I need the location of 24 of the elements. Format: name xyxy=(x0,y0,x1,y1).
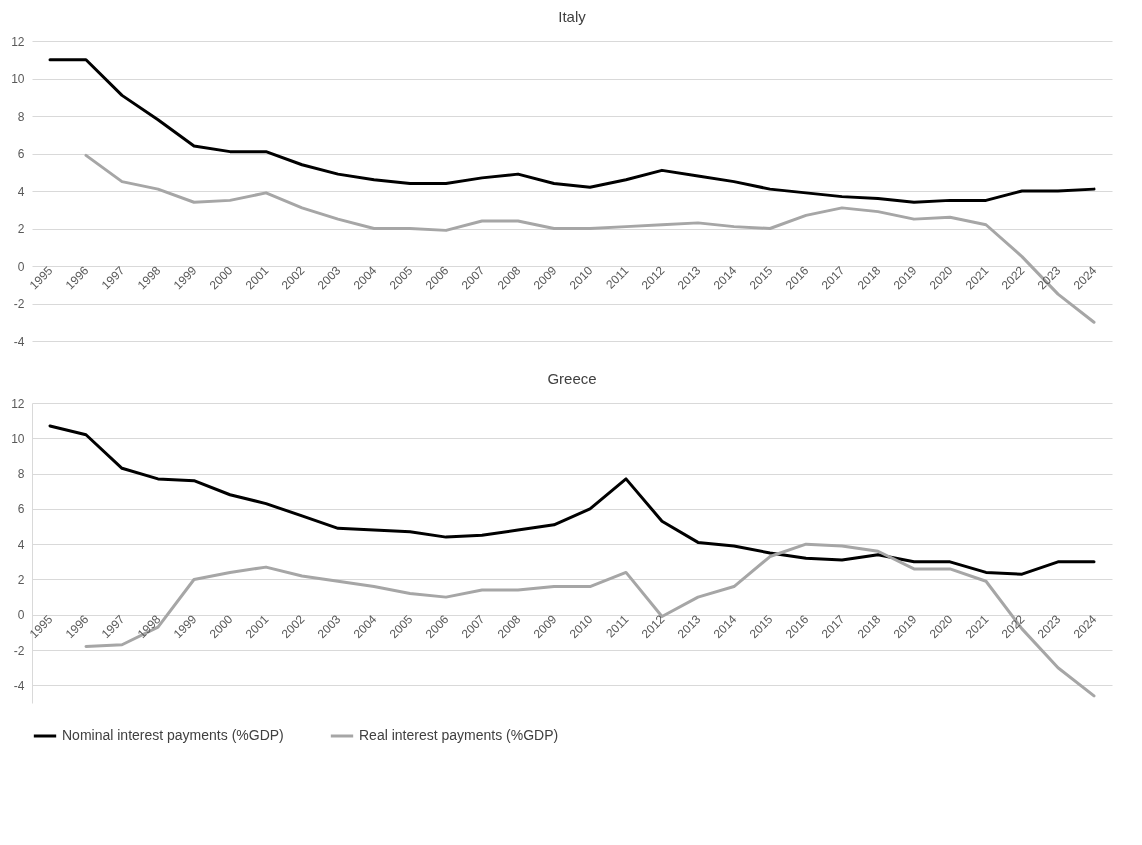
y-tick-label: -2 xyxy=(13,297,25,311)
y-tick-label: -4 xyxy=(13,678,25,693)
y-tick-label: 8 xyxy=(17,467,25,482)
y-tick-label: 0 xyxy=(17,259,25,274)
y-tick-label: -2 xyxy=(13,643,25,658)
line-series xyxy=(48,424,1096,576)
y-tick-label: 12 xyxy=(11,396,25,411)
y-tick-label: 10 xyxy=(11,431,25,446)
y-tick-label: 6 xyxy=(17,502,25,517)
chart-title: Italy xyxy=(558,8,587,25)
legend-label: Real interest payments (%GDP) xyxy=(359,727,559,743)
line-series xyxy=(48,58,1096,204)
y-tick-label: 8 xyxy=(17,109,25,124)
y-tick-label: 12 xyxy=(11,34,25,49)
y-tick-label: 4 xyxy=(17,184,25,199)
y-tick-label: 2 xyxy=(17,222,25,236)
y-tick-label: 6 xyxy=(17,147,25,161)
legend-label: Nominal interest payments (%GDP) xyxy=(62,727,284,743)
y-tick-label: 2 xyxy=(17,572,25,587)
y-tick-label: 10 xyxy=(11,72,25,86)
y-tick-label: -4 xyxy=(13,334,25,349)
y-tick-label: 0 xyxy=(17,608,25,623)
y-tick-label: 4 xyxy=(17,537,25,552)
chart-title: Greece xyxy=(547,370,597,387)
